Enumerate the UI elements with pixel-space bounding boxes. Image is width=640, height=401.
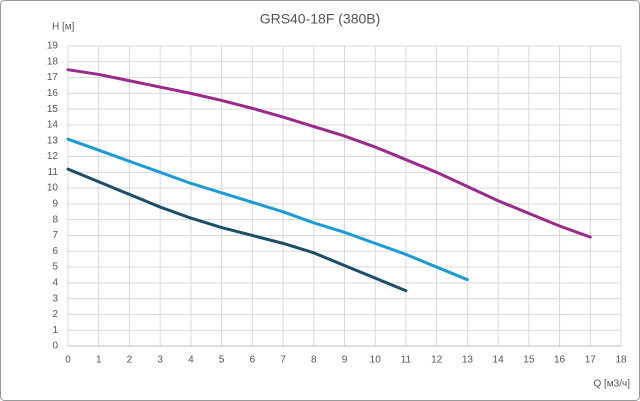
y-axis-label: H [м]: [52, 22, 75, 33]
y-tick-label: 7: [52, 230, 58, 241]
y-tick-label: 4: [52, 277, 58, 288]
x-tick-label: 4: [188, 355, 194, 366]
x-tick-label: 7: [280, 355, 286, 366]
x-tick-label: 0: [65, 355, 71, 366]
x-tick-label: 17: [585, 355, 597, 366]
x-tick-label: 8: [311, 355, 317, 366]
series-line: [66, 68, 592, 239]
x-tick-label: 6: [250, 355, 256, 366]
chart-title: GRS40-18F (380В): [260, 11, 381, 27]
x-tick-label: 18: [615, 355, 627, 366]
y-tick-label: 15: [47, 104, 59, 115]
y-tick-label: 13: [47, 135, 59, 146]
x-tick-label: 9: [342, 355, 348, 366]
y-tick-label: 5: [52, 262, 58, 273]
y-tick-label: 12: [47, 151, 59, 162]
x-tick-label: 15: [523, 355, 535, 366]
y-tick-label: 2: [52, 309, 58, 320]
x-axis-label: Q [м3/ч]: [593, 379, 630, 390]
y-tick-label: 0: [52, 341, 58, 352]
x-tick-label: 2: [127, 355, 133, 366]
x-tick-label: 12: [431, 355, 443, 366]
x-tick-label: 1: [96, 355, 102, 366]
x-tick-label: 5: [219, 355, 225, 366]
y-tick-label: 17: [47, 72, 59, 83]
y-tick-label: 11: [48, 167, 59, 178]
series-line: [66, 167, 408, 293]
x-tick-label: 13: [462, 355, 474, 366]
y-tick-label: 14: [47, 120, 59, 131]
x-tick-label: 3: [157, 355, 163, 366]
series-line: [66, 137, 469, 282]
y-tick-label: 16: [47, 88, 59, 99]
y-tick-label: 18: [47, 56, 59, 67]
x-tick-label: 14: [493, 355, 505, 366]
y-tick-label: 6: [52, 246, 58, 257]
x-tick-label: 10: [370, 355, 382, 366]
y-tick-label: 9: [52, 199, 58, 210]
y-tick-label: 3: [52, 293, 58, 304]
y-tick-label: 8: [52, 214, 58, 225]
x-tick-label: 16: [554, 355, 566, 366]
x-tick-label: 11: [401, 355, 412, 366]
y-tick-label: 19: [47, 41, 59, 52]
y-tick-label: 10: [47, 183, 59, 194]
y-tick-label: 1: [52, 325, 58, 336]
